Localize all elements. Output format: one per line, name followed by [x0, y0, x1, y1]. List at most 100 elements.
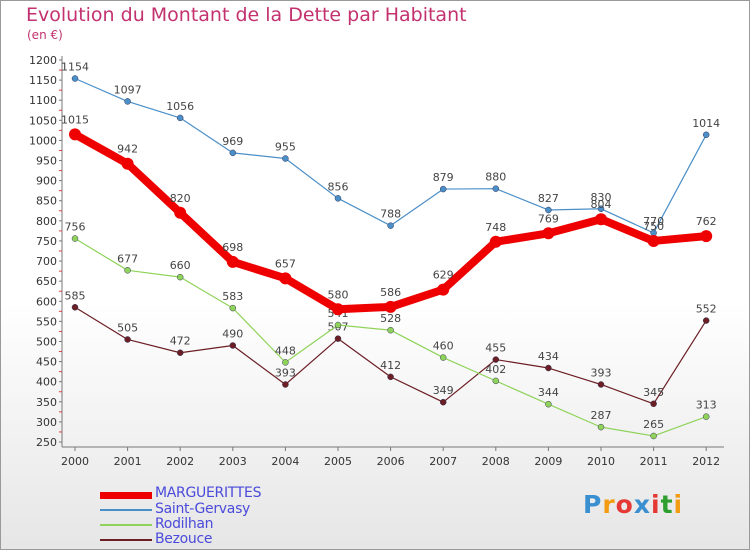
x-tick-label: 2008: [482, 455, 510, 468]
data-point: [282, 359, 289, 366]
data-label: 856: [328, 180, 349, 193]
data-label: 820: [170, 192, 191, 205]
data-label: 955: [275, 141, 296, 154]
y-tick-label: 950: [36, 155, 57, 168]
data-point: [650, 400, 657, 408]
x-tick-label: 2005: [324, 455, 352, 468]
data-label: 434: [538, 350, 559, 363]
data-point: [176, 114, 184, 122]
data-point: [384, 300, 397, 313]
x-tick-label: 2004: [271, 455, 299, 468]
y-tick-label: 400: [36, 376, 57, 389]
data-label: 1154: [61, 60, 89, 73]
data-point: [650, 432, 657, 440]
y-tick-label: 1000: [29, 134, 57, 147]
logo-letter: t: [660, 490, 674, 519]
legend-item-3: Bezouce: [100, 531, 320, 548]
legend-item-2: Rodilhan: [100, 516, 320, 533]
data-label: 827: [538, 192, 559, 205]
data-label: 460: [433, 340, 454, 353]
y-tick-label: 500: [36, 335, 57, 348]
data-point: [489, 235, 502, 248]
data-label: 287: [591, 409, 612, 422]
data-label: 629: [433, 269, 454, 282]
proxiti-logo: Proxiti: [583, 490, 683, 519]
data-point: [332, 303, 344, 316]
data-label: 345: [643, 386, 664, 399]
data-label: 528: [380, 312, 401, 325]
data-point: [124, 98, 131, 105]
data-label: 505: [117, 321, 138, 334]
y-tick-label: 700: [36, 255, 57, 268]
y-tick-label: 1050: [29, 114, 57, 127]
data-point: [545, 400, 552, 408]
data-point: [387, 326, 394, 334]
logo-letter: r: [602, 490, 616, 519]
data-point: [492, 377, 500, 385]
data-label: 830: [591, 191, 612, 204]
y-tick-label: 250: [36, 436, 57, 449]
data-label: 490: [222, 327, 243, 340]
data-point: [334, 195, 342, 202]
x-tick-label: 2003: [219, 455, 247, 468]
y-tick-label: 900: [36, 175, 57, 188]
data-point: [597, 423, 605, 431]
data-point: [334, 321, 342, 329]
data-point: [597, 205, 605, 213]
data-point: [439, 354, 447, 361]
data-point: [124, 267, 131, 274]
data-label: 344: [538, 386, 559, 399]
series-line-0: [73, 130, 707, 314]
x-tick-label: 2010: [587, 455, 615, 468]
legend-label: MARGUERITTES: [155, 485, 262, 501]
data-point: [334, 335, 342, 342]
data-point: [176, 273, 184, 281]
data-point: [492, 185, 500, 192]
x-tick-label: 2011: [640, 455, 668, 468]
data-label: 583: [222, 290, 243, 303]
data-point: [282, 381, 289, 388]
data-point: [124, 336, 131, 343]
x-tick-label: 2001: [114, 455, 142, 468]
y-tick-label: 450: [36, 356, 57, 369]
y-tick-label: 600: [36, 295, 57, 308]
data-label: 770: [643, 215, 664, 228]
data-point: [595, 213, 607, 226]
data-label: 942: [117, 143, 138, 156]
y-tick-label: 750: [36, 235, 57, 248]
data-point: [437, 283, 450, 296]
x-tick-label: 2006: [377, 455, 405, 468]
legend-label: Bezouce: [155, 531, 213, 547]
data-point: [647, 234, 660, 247]
data-label: 748: [485, 221, 506, 234]
data-label: 762: [696, 215, 717, 228]
data-label: 756: [65, 221, 86, 234]
y-tick-label: 350: [36, 396, 57, 409]
legend-label: Saint-Gervasy: [155, 501, 251, 517]
data-label: 1014: [692, 117, 720, 130]
data-label: 788: [380, 208, 401, 221]
data-point: [439, 398, 447, 406]
data-label: 313: [696, 399, 717, 412]
data-label: 657: [275, 257, 296, 270]
logo-letter: i: [651, 490, 661, 519]
y-tick-label: 550: [36, 315, 57, 328]
data-point: [545, 364, 552, 372]
y-tick-label: 800: [36, 215, 57, 228]
data-point: [71, 75, 79, 82]
y-tick-label: 1100: [29, 94, 57, 107]
data-point: [71, 304, 79, 311]
y-tick-label: 300: [36, 416, 57, 429]
data-point: [597, 381, 605, 388]
legend-swatch: [100, 509, 152, 511]
data-point: [229, 304, 237, 312]
legend-item-0: MARGUERITTES: [100, 485, 320, 502]
data-label: 412: [380, 359, 401, 372]
data-label: 969: [222, 135, 243, 148]
data-point: [229, 149, 237, 157]
chart-title: Evolution du Montant de la Dette par Hab…: [26, 4, 467, 26]
x-tick-label: 2000: [61, 455, 89, 468]
legend-swatch: [100, 492, 152, 499]
legend-item-1: Saint-Gervasy: [100, 501, 320, 518]
